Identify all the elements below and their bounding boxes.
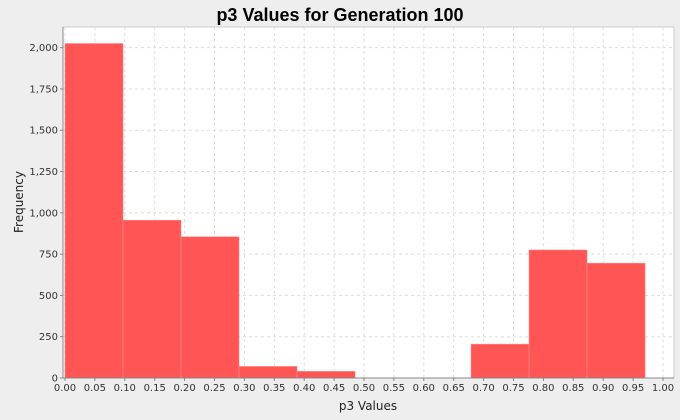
x-tick-label: 0.75 xyxy=(502,383,524,394)
y-axis-ticks: 0 250 500 750 1,000 1,250 1,500 1,750 2,000 xyxy=(29,43,63,385)
y-tick-label: 0 xyxy=(52,374,58,385)
x-tick-label: 0.05 xyxy=(84,383,106,394)
y-tick-label: 250 xyxy=(39,332,58,343)
x-tick-label: 0.60 xyxy=(413,383,435,394)
x-tick-label: 0.00 xyxy=(54,383,76,394)
x-tick-label: 1.00 xyxy=(652,383,674,394)
histogram-bar xyxy=(238,366,298,379)
histogram-bar xyxy=(586,262,646,379)
y-tick-label: 750 xyxy=(39,250,58,261)
x-tick-label: 0.40 xyxy=(293,383,315,394)
x-tick-label: 0.85 xyxy=(562,383,584,394)
histogram-bar xyxy=(470,343,530,379)
x-axis-ticks: 0.00 0.05 0.10 0.15 0.20 0.25 0.30 0.35 0.40 0.45… xyxy=(54,378,674,394)
axes-group xyxy=(62,27,674,379)
y-tick-label: 1,750 xyxy=(29,84,58,95)
y-tick-label: 500 xyxy=(39,291,58,302)
histogram-bar xyxy=(122,219,182,379)
y-tick-label: 2,000 xyxy=(29,43,58,54)
histogram-bar xyxy=(528,249,588,379)
x-tick-label: 0.65 xyxy=(443,383,465,394)
x-tick-label: 0.70 xyxy=(472,383,494,394)
x-tick-label: 0.30 xyxy=(233,383,255,394)
chart-title: p3 Values for Generation 100 xyxy=(216,5,463,25)
histogram-bar xyxy=(180,236,240,379)
x-tick-label: 0.50 xyxy=(353,383,375,394)
x-tick-label: 0.20 xyxy=(173,383,195,394)
bars-group xyxy=(64,43,646,379)
x-tick-label: 0.55 xyxy=(383,383,405,394)
y-tick-label: 1,000 xyxy=(29,208,58,219)
histogram-bar xyxy=(296,371,356,379)
x-tick-label: 0.35 xyxy=(263,383,285,394)
x-tick-label: 0.90 xyxy=(592,383,614,394)
y-tick-label: 1,500 xyxy=(29,126,58,137)
x-tick-label: 0.15 xyxy=(144,383,166,394)
x-tick-label: 0.10 xyxy=(114,383,136,394)
x-tick-label: 0.45 xyxy=(323,383,345,394)
y-tick-label: 1,250 xyxy=(29,167,58,178)
histogram-bar xyxy=(64,43,124,379)
x-tick-label: 0.80 xyxy=(532,383,554,394)
x-axis-label: p3 Values xyxy=(339,399,397,413)
x-tick-label: 0.25 xyxy=(203,383,225,394)
x-tick-label: 0.95 xyxy=(622,383,644,394)
y-axis-label: Frequency xyxy=(12,171,26,233)
